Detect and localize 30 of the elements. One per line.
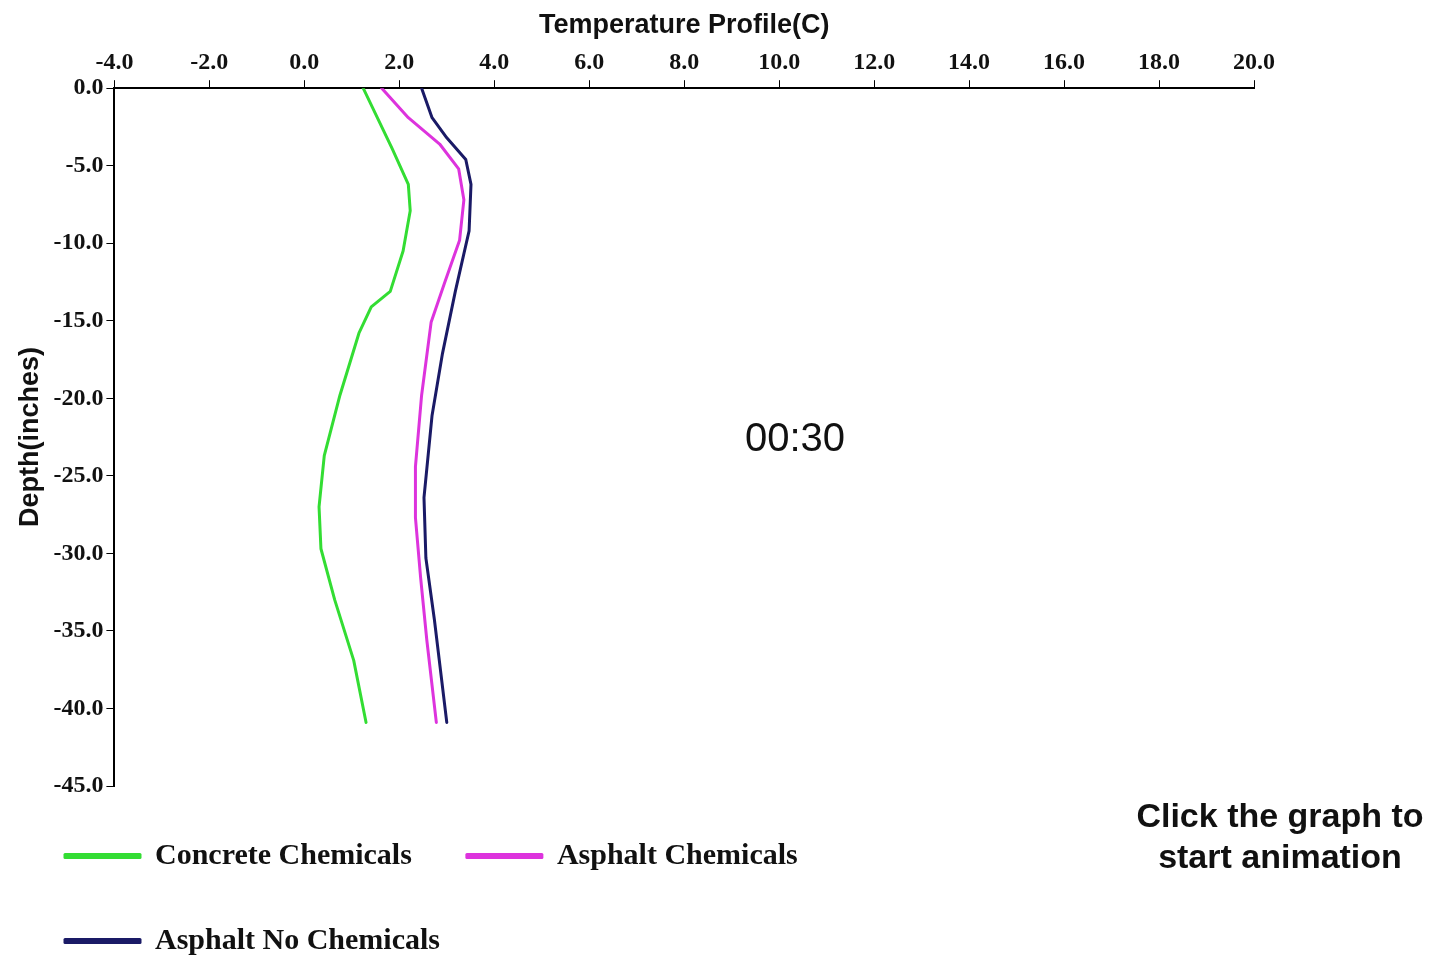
x-tick-label: -4.0 (95, 48, 134, 74)
y-tick-label: -40.0 (53, 693, 104, 720)
x-tick-label: 14.0 (948, 48, 991, 74)
y-axis-title: Depth(inches) (13, 347, 44, 528)
x-tick-label: 18.0 (1138, 48, 1181, 74)
annotation: 00:30 (743, 415, 847, 460)
y-tick-label: 0.0 (73, 73, 104, 100)
x-tick-label: -2.0 (190, 48, 229, 74)
y-tick-label: -20.0 (53, 383, 104, 410)
y-tick-label: -45.0 (53, 771, 104, 798)
x-tick-label: 12.0 (853, 48, 896, 74)
legend-label: Asphalt No Chemicals (155, 921, 441, 955)
x-tick-label: 16.0 (1043, 48, 1086, 74)
y-tick-label: -30.0 (53, 538, 104, 565)
x-tick-label: 2.0 (384, 48, 415, 74)
text: Click the graph to start animation (1135, 795, 1425, 877)
y-tick-label: -25.0 (53, 461, 104, 488)
x-tick-label: 20.0 (1233, 48, 1275, 74)
y-tick-label: -35.0 (53, 616, 104, 643)
x-tick-label: 8.0 (669, 48, 700, 74)
y-tick-label: -15.0 (53, 306, 104, 332)
y-tick-label: -10.0 (53, 228, 104, 255)
y-tick-label: -5.0 (65, 150, 104, 177)
legend-label: Asphalt Chemicals (556, 836, 798, 870)
legend-label: Concrete Chemicals (155, 836, 412, 870)
x-tick-label: 10.0 (758, 48, 801, 74)
x-axis-title: Temperature Profile(C) (538, 8, 830, 39)
x-tick-label: 6.0 (574, 48, 605, 74)
x-tick-label: 4.0 (479, 48, 510, 74)
x-tick-label: 0.0 (289, 48, 320, 74)
